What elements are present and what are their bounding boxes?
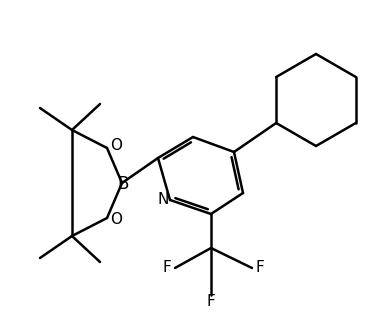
Text: B: B — [117, 175, 129, 193]
Text: F: F — [255, 261, 264, 275]
Text: F: F — [163, 261, 171, 275]
Text: O: O — [110, 213, 122, 228]
Text: F: F — [206, 294, 215, 309]
Text: N: N — [157, 192, 169, 206]
Text: O: O — [110, 138, 122, 153]
